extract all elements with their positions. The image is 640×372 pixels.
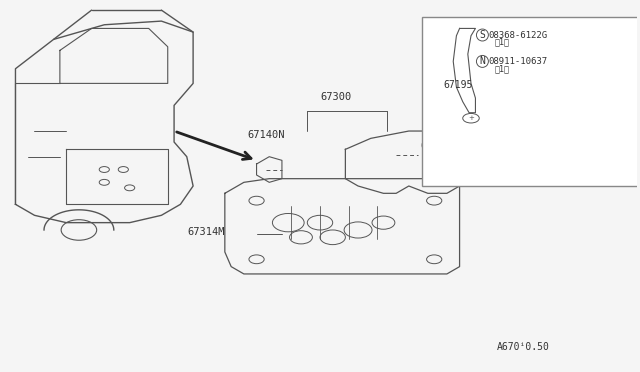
Text: （1）: （1）	[495, 64, 509, 73]
Text: 08368-6122G: 08368-6122G	[488, 31, 547, 39]
Text: 67300: 67300	[320, 92, 351, 102]
Text: S: S	[479, 30, 485, 40]
Text: 67315M: 67315M	[420, 141, 458, 151]
Text: （1）: （1）	[495, 38, 509, 47]
Text: 67314M: 67314M	[188, 227, 225, 237]
FancyBboxPatch shape	[422, 17, 640, 186]
Text: 67195: 67195	[444, 80, 473, 90]
Text: 67140N: 67140N	[247, 130, 285, 140]
Text: +: +	[468, 115, 474, 121]
Text: 08911-10637: 08911-10637	[488, 57, 547, 66]
Text: N: N	[479, 57, 485, 67]
Text: A670ⁱ0.50: A670ⁱ0.50	[497, 342, 550, 352]
